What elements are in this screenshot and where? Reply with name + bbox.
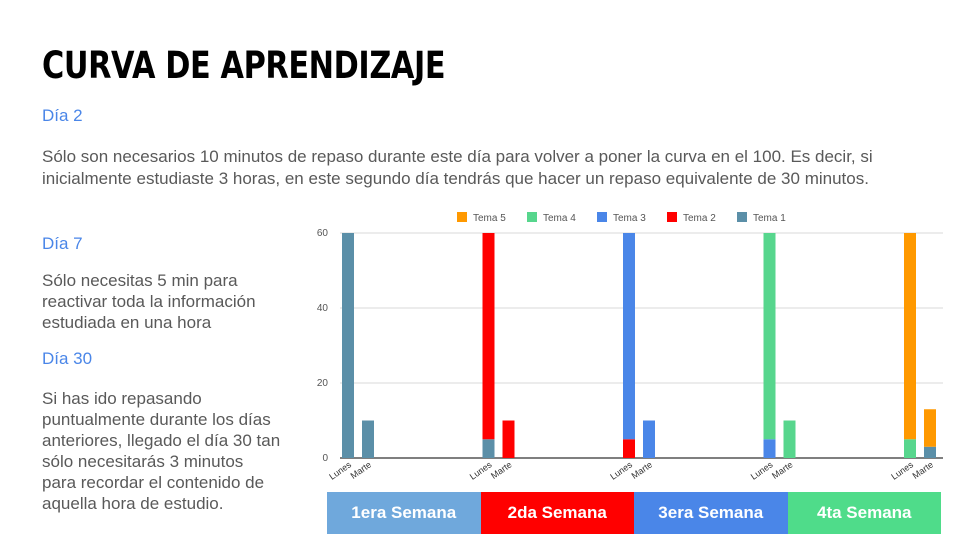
- day7-label: Día 7: [42, 234, 83, 253]
- legend-label: Tema 1: [753, 213, 786, 224]
- bar-segment: [904, 233, 916, 440]
- x-tick-label: Lunes: [327, 459, 353, 482]
- x-tick-label: Lunes: [468, 459, 494, 482]
- x-tick-label: Lunes: [749, 459, 775, 482]
- y-tick-label: 0: [322, 453, 328, 464]
- day30-text: Si has ido repasando puntualmente durant…: [42, 389, 281, 513]
- bar-segment: [904, 439, 916, 458]
- bar-segment: [482, 233, 495, 440]
- week-label: 1era Semana: [327, 492, 481, 534]
- x-tick-label: Marte: [630, 459, 655, 480]
- bar-segment: [924, 409, 936, 447]
- week-label: 4ta Semana: [787, 492, 941, 534]
- y-tick-label: 20: [317, 378, 329, 389]
- bar-segment: [643, 420, 655, 458]
- bar-segment: [623, 439, 635, 458]
- legend-label: Tema 2: [683, 213, 716, 224]
- bar-segment: [783, 420, 796, 458]
- legend-swatch: [597, 212, 607, 222]
- x-tick-label: Lunes: [608, 459, 634, 482]
- bar-segment: [924, 446, 936, 458]
- day7-text: Sólo necesitas 5 min para reactivar toda…: [42, 271, 256, 332]
- bar-segment: [362, 420, 374, 458]
- x-tick-label: Marte: [489, 459, 514, 480]
- bar-segment: [763, 233, 776, 440]
- week-label: 2da Semana: [480, 492, 634, 534]
- stacked-bar-chart: 0 20 40 60 Tema 5 Tema 4 Tema 3 Tema 2 Tema 1 Lun…: [317, 212, 943, 482]
- slide-title: CURVA DE APRENDIZAJE: [42, 44, 446, 87]
- legend-swatch: [737, 212, 747, 222]
- y-tick-label: 60: [317, 228, 329, 239]
- bar-segment: [342, 233, 354, 458]
- week-label: 3era Semana: [634, 492, 788, 534]
- day2-label: Día 2: [42, 106, 83, 125]
- x-tick-label: Marte: [911, 459, 936, 480]
- y-tick-label: 40: [317, 303, 329, 314]
- legend-label: Tema 3: [613, 213, 646, 224]
- x-tick-label: Marte: [349, 459, 374, 480]
- x-tick-label: Marte: [770, 459, 795, 480]
- legend-swatch: [667, 212, 677, 222]
- legend-label: Tema 5: [473, 213, 506, 224]
- day2-text: Sólo son necesarios 10 minutos de repaso…: [42, 147, 873, 188]
- x-tick-label: Lunes: [889, 459, 915, 482]
- day30-label: Día 30: [42, 349, 93, 368]
- bar-segment: [763, 439, 776, 458]
- legend-label: Tema 4: [543, 213, 576, 224]
- legend-swatch: [527, 212, 537, 222]
- bar-segment: [482, 439, 495, 458]
- bar-segment: [502, 420, 515, 458]
- bar-segment: [623, 233, 635, 440]
- week-band: 1era Semana 2da Semana 3era Semana 4ta Sema…: [327, 492, 941, 534]
- legend-swatch: [457, 212, 467, 222]
